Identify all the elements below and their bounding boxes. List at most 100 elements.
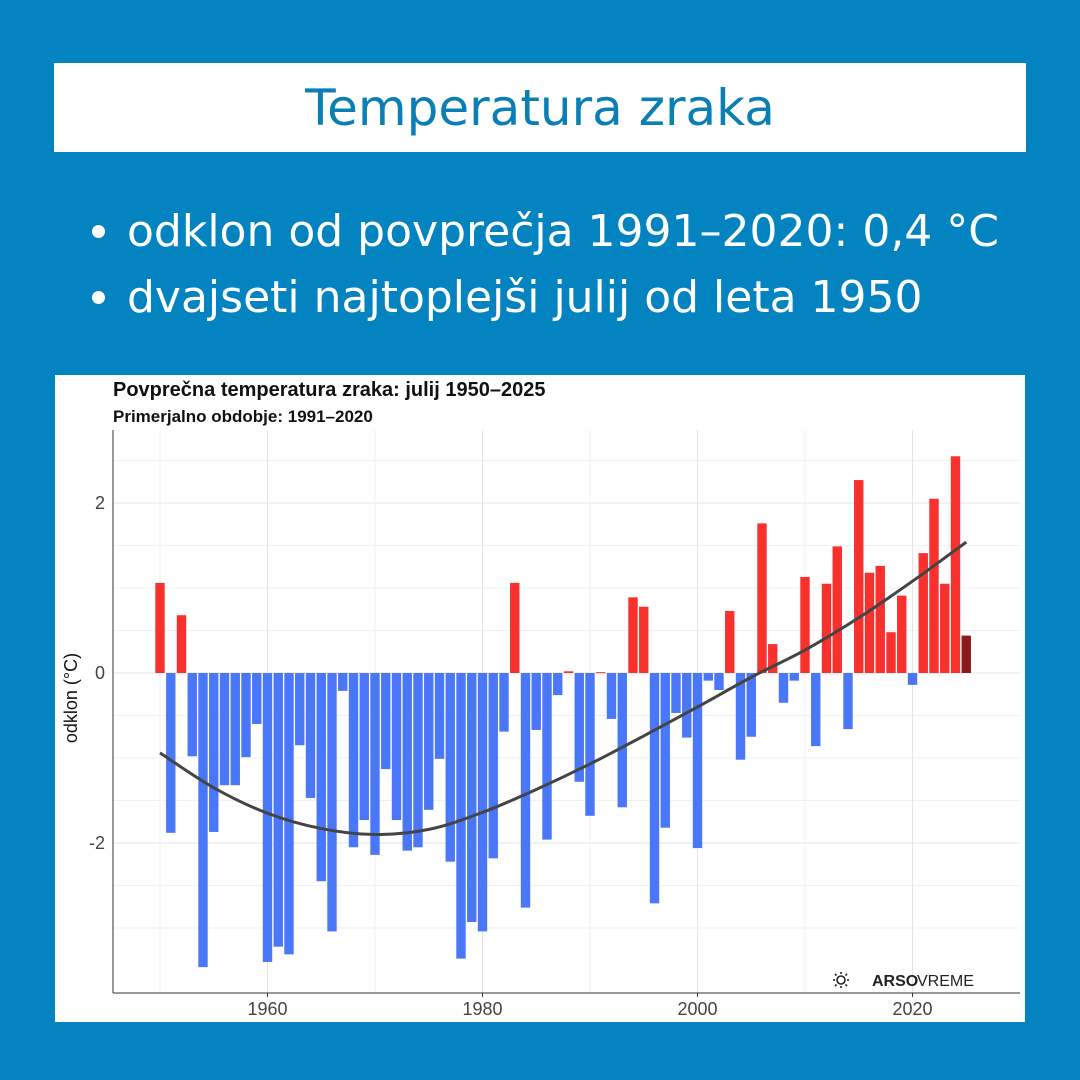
bar-2008 <box>778 673 789 703</box>
bar-1988 <box>563 671 574 673</box>
bar-2001 <box>703 673 713 681</box>
x-tick-label: 2000 <box>677 999 717 1019</box>
bar-1970 <box>370 673 380 855</box>
bar-1957 <box>230 673 240 786</box>
bar-2014 <box>843 673 853 730</box>
bar-2011 <box>811 673 821 747</box>
bar-1965 <box>316 673 326 882</box>
bar-1969 <box>359 673 369 821</box>
bar-2013 <box>832 546 842 673</box>
trend-line <box>159 540 968 837</box>
page-title: Temperatura zraka <box>305 78 775 137</box>
bars <box>155 456 971 968</box>
bar-1954 <box>198 673 208 968</box>
chart-title: Povprečna temperatura zraka: julij 1950–… <box>113 379 545 401</box>
bar-2010 <box>800 576 810 673</box>
x-tick-label: 1960 <box>247 999 287 1019</box>
arso-logo: ARSO VREME <box>833 972 974 990</box>
bar-2025 <box>961 635 971 673</box>
bar-2018 <box>886 632 896 673</box>
sun-icon <box>833 972 849 988</box>
bar-2004 <box>735 673 746 760</box>
bar-1953 <box>187 673 197 757</box>
bar-2017 <box>875 565 885 673</box>
y-tick-label: -2 <box>89 833 105 853</box>
bar-1997 <box>660 673 670 828</box>
bar-1990 <box>585 673 595 816</box>
chart: -2 0 2 1960 1980 2000 2020 Povprečna temperatu… <box>55 375 1025 1022</box>
bar-1983 <box>510 582 520 673</box>
bar-1977 <box>445 673 455 862</box>
bar-1985 <box>531 673 541 730</box>
bullet-text: odklon od povprečja 1991–2020: 0,4 °C <box>127 205 1000 257</box>
x-tick-label: 2020 <box>892 999 932 1019</box>
bar-1956 <box>219 673 230 786</box>
bar-2016 <box>864 572 875 673</box>
bar-1962 <box>284 673 294 955</box>
bar-2006 <box>757 523 767 673</box>
bar-2023 <box>940 583 950 673</box>
bar-1961 <box>273 673 283 947</box>
bar-1994 <box>628 597 638 673</box>
bar-1995 <box>639 606 649 673</box>
title-banner: Temperatura zraka <box>54 63 1026 152</box>
bar-1987 <box>553 673 563 696</box>
bar-1984 <box>520 673 531 908</box>
bar-1967 <box>338 673 348 691</box>
bar-1951 <box>166 673 176 833</box>
bar-2007 <box>768 644 778 673</box>
bar-2015 <box>854 480 864 673</box>
bar-2021 <box>918 553 928 673</box>
bar-1959 <box>252 673 262 724</box>
bar-2020 <box>907 673 918 685</box>
bar-2019 <box>897 595 907 673</box>
bar-2003 <box>725 610 735 673</box>
bar-1976 <box>434 673 445 759</box>
bar-1996 <box>649 673 660 904</box>
bar-1982 <box>499 673 509 732</box>
bar-1973 <box>402 673 412 851</box>
bar-1978 <box>456 673 466 959</box>
bar-1958 <box>241 673 251 758</box>
y-tick-label: 0 <box>95 663 105 683</box>
bullet-item: odklon od povprečja 1991–2020: 0,4 °C <box>92 198 999 264</box>
bar-2000 <box>692 673 703 849</box>
bullet-dot-icon <box>92 224 105 238</box>
bullet-dot-icon <box>92 290 105 304</box>
logo-bold-text: ARSO <box>872 973 918 990</box>
bar-1992 <box>606 673 617 719</box>
logo-text: VREME <box>917 973 974 990</box>
chart-subtitle: Primerjalno obdobje: 1991–2020 <box>113 407 373 426</box>
bar-1960 <box>262 673 273 962</box>
bar-1980 <box>477 673 488 932</box>
bar-2002 <box>714 673 724 690</box>
bar-1993 <box>617 673 627 808</box>
bar-1979 <box>467 673 477 923</box>
bar-1950 <box>155 582 165 673</box>
bar-1986 <box>542 673 552 840</box>
bullet-list: odklon od povprečja 1991–2020: 0,4 °C dv… <box>92 198 999 330</box>
bar-1971 <box>381 673 391 770</box>
bar-1991 <box>596 672 606 674</box>
bar-2012 <box>821 583 832 673</box>
axes: -2 0 2 1960 1980 2000 2020 <box>89 430 1020 1019</box>
bar-2024 <box>950 456 961 673</box>
y-axis-label: odklon (°C) <box>61 653 81 743</box>
bar-1989 <box>574 673 584 782</box>
bar-1974 <box>413 673 423 848</box>
chart-svg: -2 0 2 1960 1980 2000 2020 Povprečna temperatu… <box>61 379 1020 1019</box>
bar-2022 <box>929 498 939 673</box>
bar-2009 <box>789 673 799 681</box>
bar-2005 <box>746 673 756 737</box>
bar-1975 <box>424 673 434 810</box>
bar-1952 <box>176 615 187 673</box>
bar-1964 <box>305 673 316 798</box>
bar-1963 <box>295 673 305 746</box>
bar-1981 <box>488 673 498 859</box>
bar-1966 <box>327 673 337 932</box>
bar-1955 <box>209 673 219 832</box>
y-tick-label: 2 <box>95 493 105 513</box>
bar-1968 <box>348 673 359 848</box>
bar-1999 <box>682 673 692 738</box>
bar-1998 <box>671 673 681 713</box>
